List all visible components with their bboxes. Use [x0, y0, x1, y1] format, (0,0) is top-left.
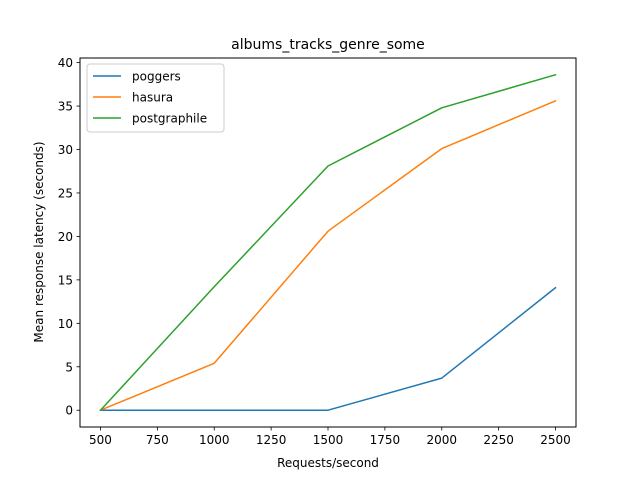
- x-tick-label: 750: [146, 433, 169, 447]
- legend-box: [86, 63, 225, 133]
- y-tick-label: 25: [58, 186, 73, 200]
- legend-label-postgraphile: postgraphile: [132, 112, 207, 126]
- series-line-poggers: [99, 286, 557, 411]
- y-tick-label: 20: [58, 230, 73, 244]
- series-line-hasura: [99, 99, 557, 412]
- y-tick-label: 10: [58, 317, 73, 331]
- x-tick-label: 1750: [370, 433, 401, 447]
- x-tick-label: 500: [89, 433, 112, 447]
- x-tick-label: 2000: [426, 433, 457, 447]
- legend-label-hasura: hasura: [132, 91, 173, 105]
- x-tick-label: 1000: [199, 433, 230, 447]
- y-tick-label: 5: [65, 360, 73, 374]
- series-line-postgraphile: [99, 73, 557, 412]
- y-tick-label: 30: [58, 143, 73, 157]
- y-tick-label: 40: [58, 56, 73, 70]
- x-axis: 500 750 1000 1250 1500 1750 2000 2250 2500: [89, 427, 571, 447]
- y-axis: 0 5 10 15 20 25 30 35 40: [58, 56, 80, 418]
- chart-title: albums_tracks_genre_some: [231, 37, 425, 53]
- x-tick-label: 1250: [256, 433, 287, 447]
- y-axis-title: Mean response latency (seconds): [32, 141, 46, 342]
- y-tick-label: 15: [58, 273, 73, 287]
- y-tick-label: 0: [65, 404, 73, 418]
- x-tick-label: 1500: [313, 433, 344, 447]
- x-axis-title: Requests/second: [277, 456, 379, 470]
- x-tick-label: 2250: [483, 433, 514, 447]
- x-tick-label: 2500: [540, 433, 571, 447]
- legend-label-poggers: poggers: [132, 70, 181, 84]
- legend: poggers hasura postgraphile: [86, 63, 225, 133]
- y-tick-label: 35: [58, 100, 73, 114]
- series-layer: [99, 73, 557, 412]
